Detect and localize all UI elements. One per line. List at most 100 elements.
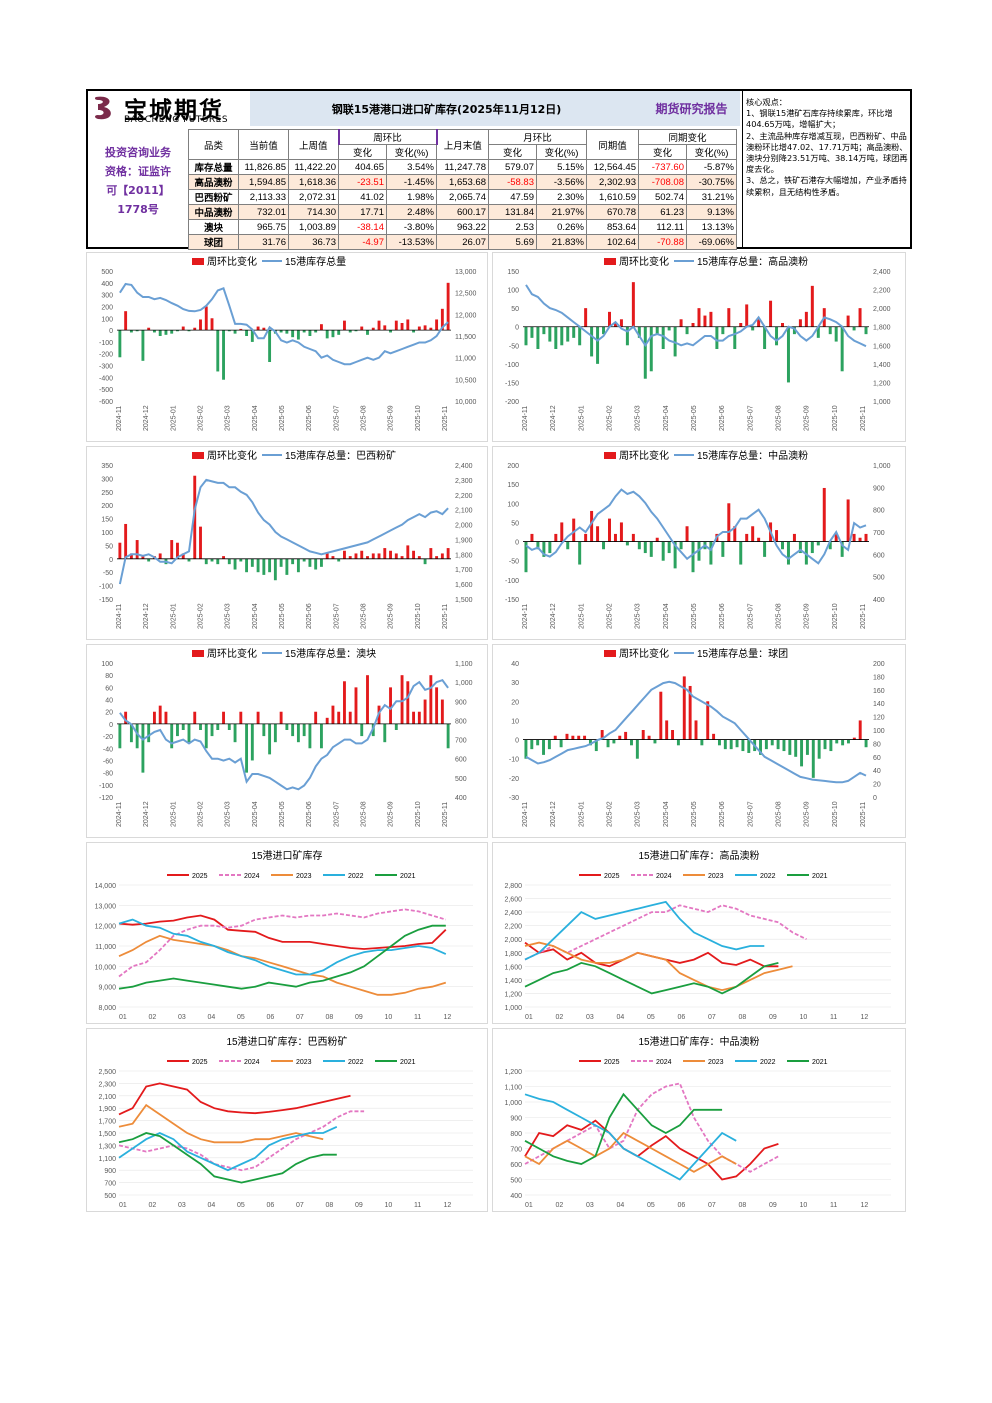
bar	[337, 558, 341, 562]
bar	[256, 558, 260, 573]
y-tick-label: 0	[515, 738, 519, 745]
cell-wow-pct: -3.80%	[386, 219, 437, 235]
y-tick-label: -400	[99, 375, 113, 382]
bar	[216, 723, 220, 730]
x-tick-label: 08	[739, 1202, 747, 1209]
bar	[846, 499, 850, 542]
bar	[147, 558, 151, 562]
col-header-product: 品类	[188, 129, 239, 160]
bar	[548, 326, 552, 342]
bar	[665, 720, 669, 740]
y-tick-label: 20	[105, 710, 113, 717]
x-tick-label: 2025-09	[388, 603, 395, 629]
x-tick-label: 11	[830, 1014, 837, 1021]
bar	[343, 320, 346, 331]
cell-wow-pct: -1.45%	[386, 174, 437, 190]
bar	[383, 723, 387, 743]
bar	[667, 326, 671, 331]
bar	[717, 739, 721, 746]
y-tick-label: -200	[99, 352, 113, 359]
bar	[158, 330, 162, 336]
col-header-current: 当前值	[238, 129, 289, 160]
y2-tick-label: 2,100	[455, 508, 473, 515]
bar	[782, 739, 786, 752]
bar	[181, 326, 185, 331]
bar	[810, 541, 814, 554]
x-tick-label: 10	[385, 1202, 393, 1209]
bar	[596, 326, 600, 364]
y-tick-label: -20	[103, 734, 113, 741]
x-tick-label: 2025-04	[252, 405, 259, 431]
bar	[377, 320, 381, 331]
y2-tick-label: 1,600	[455, 582, 473, 589]
bar	[319, 558, 323, 567]
cell-last-week: 1,003.89	[288, 219, 339, 235]
bar	[566, 541, 570, 550]
x-tick-label: 2025-06	[306, 801, 313, 827]
x-tick-label: 2025-02	[198, 405, 205, 431]
y2-tick-label: 20	[873, 782, 881, 789]
bar	[348, 330, 352, 333]
y-tick-label: 100	[101, 530, 113, 537]
bar	[348, 556, 352, 559]
y2-tick-label: 400	[455, 795, 467, 802]
y-tick-label: 1,700	[98, 1119, 116, 1126]
y-tick-label: -10	[509, 757, 519, 764]
x-tick-label: 03	[586, 1202, 594, 1209]
bar	[709, 311, 713, 327]
bar	[360, 723, 364, 737]
x-tick-label: 2025-02	[198, 801, 205, 827]
bar	[354, 330, 358, 332]
bar	[394, 320, 398, 331]
y-tick-label: 2,800	[504, 883, 522, 890]
y-tick-label: -30	[509, 795, 519, 802]
col-header-change: 变化	[638, 144, 687, 160]
chart-seasonal-total: 15港进口矿库存 2025 2024 2023 2022 2021 14,000 13,000…	[86, 842, 488, 1024]
qualification-line: 资格：证监许	[105, 165, 171, 178]
series-line-2021	[524, 961, 779, 995]
y2-tick-label: 0	[873, 795, 877, 802]
x-tick-label: 2025-08	[776, 801, 783, 827]
y2-tick-label: 12,000	[455, 312, 477, 319]
x-tick-label: 2025-03	[635, 603, 642, 629]
bar	[691, 541, 695, 573]
bar	[858, 537, 862, 542]
y2-tick-label: 800	[873, 508, 885, 515]
y-tick-label: 250	[101, 490, 113, 497]
bar	[233, 723, 237, 743]
x-tick-label: 2025-04	[663, 603, 670, 629]
y-tick-label: 11,000	[95, 944, 116, 951]
bar	[637, 541, 641, 550]
bar	[141, 330, 145, 361]
cell-yoy-pct: -30.75%	[686, 174, 737, 190]
bar	[446, 723, 450, 749]
y2-tick-label: 1,800	[873, 325, 891, 332]
y2-tick-label: 2,000	[873, 306, 891, 313]
bar	[560, 522, 564, 542]
x-tick-label: 2025-07	[747, 603, 754, 629]
legend-swatch-bar	[604, 258, 616, 265]
x-tick-label: 2024-11	[116, 802, 123, 827]
bar	[727, 503, 731, 542]
bar	[524, 541, 528, 573]
cell-yoy-pct: 13.13%	[686, 219, 737, 235]
bar	[181, 553, 185, 559]
cell-wow: 404.65	[338, 159, 387, 175]
bar	[741, 739, 745, 752]
x-tick-label: 2025-01	[170, 801, 177, 827]
legend-label: 周环比变化	[619, 449, 669, 462]
x-tick-label: 2025-08	[776, 603, 783, 629]
x-tick-label: 2025-07	[747, 405, 754, 431]
bar	[735, 739, 739, 748]
bar	[864, 533, 868, 542]
bar	[176, 542, 179, 559]
x-tick-label: 2025-07	[333, 801, 340, 827]
y-tick-label: -100	[99, 584, 113, 591]
bar	[250, 723, 254, 761]
x-tick-label: 2025-11	[442, 802, 449, 827]
bar	[158, 553, 162, 559]
bar	[268, 558, 272, 573]
bar	[354, 553, 358, 559]
y-tick-label: 50	[511, 306, 519, 313]
y-tick-label: -100	[99, 783, 113, 790]
